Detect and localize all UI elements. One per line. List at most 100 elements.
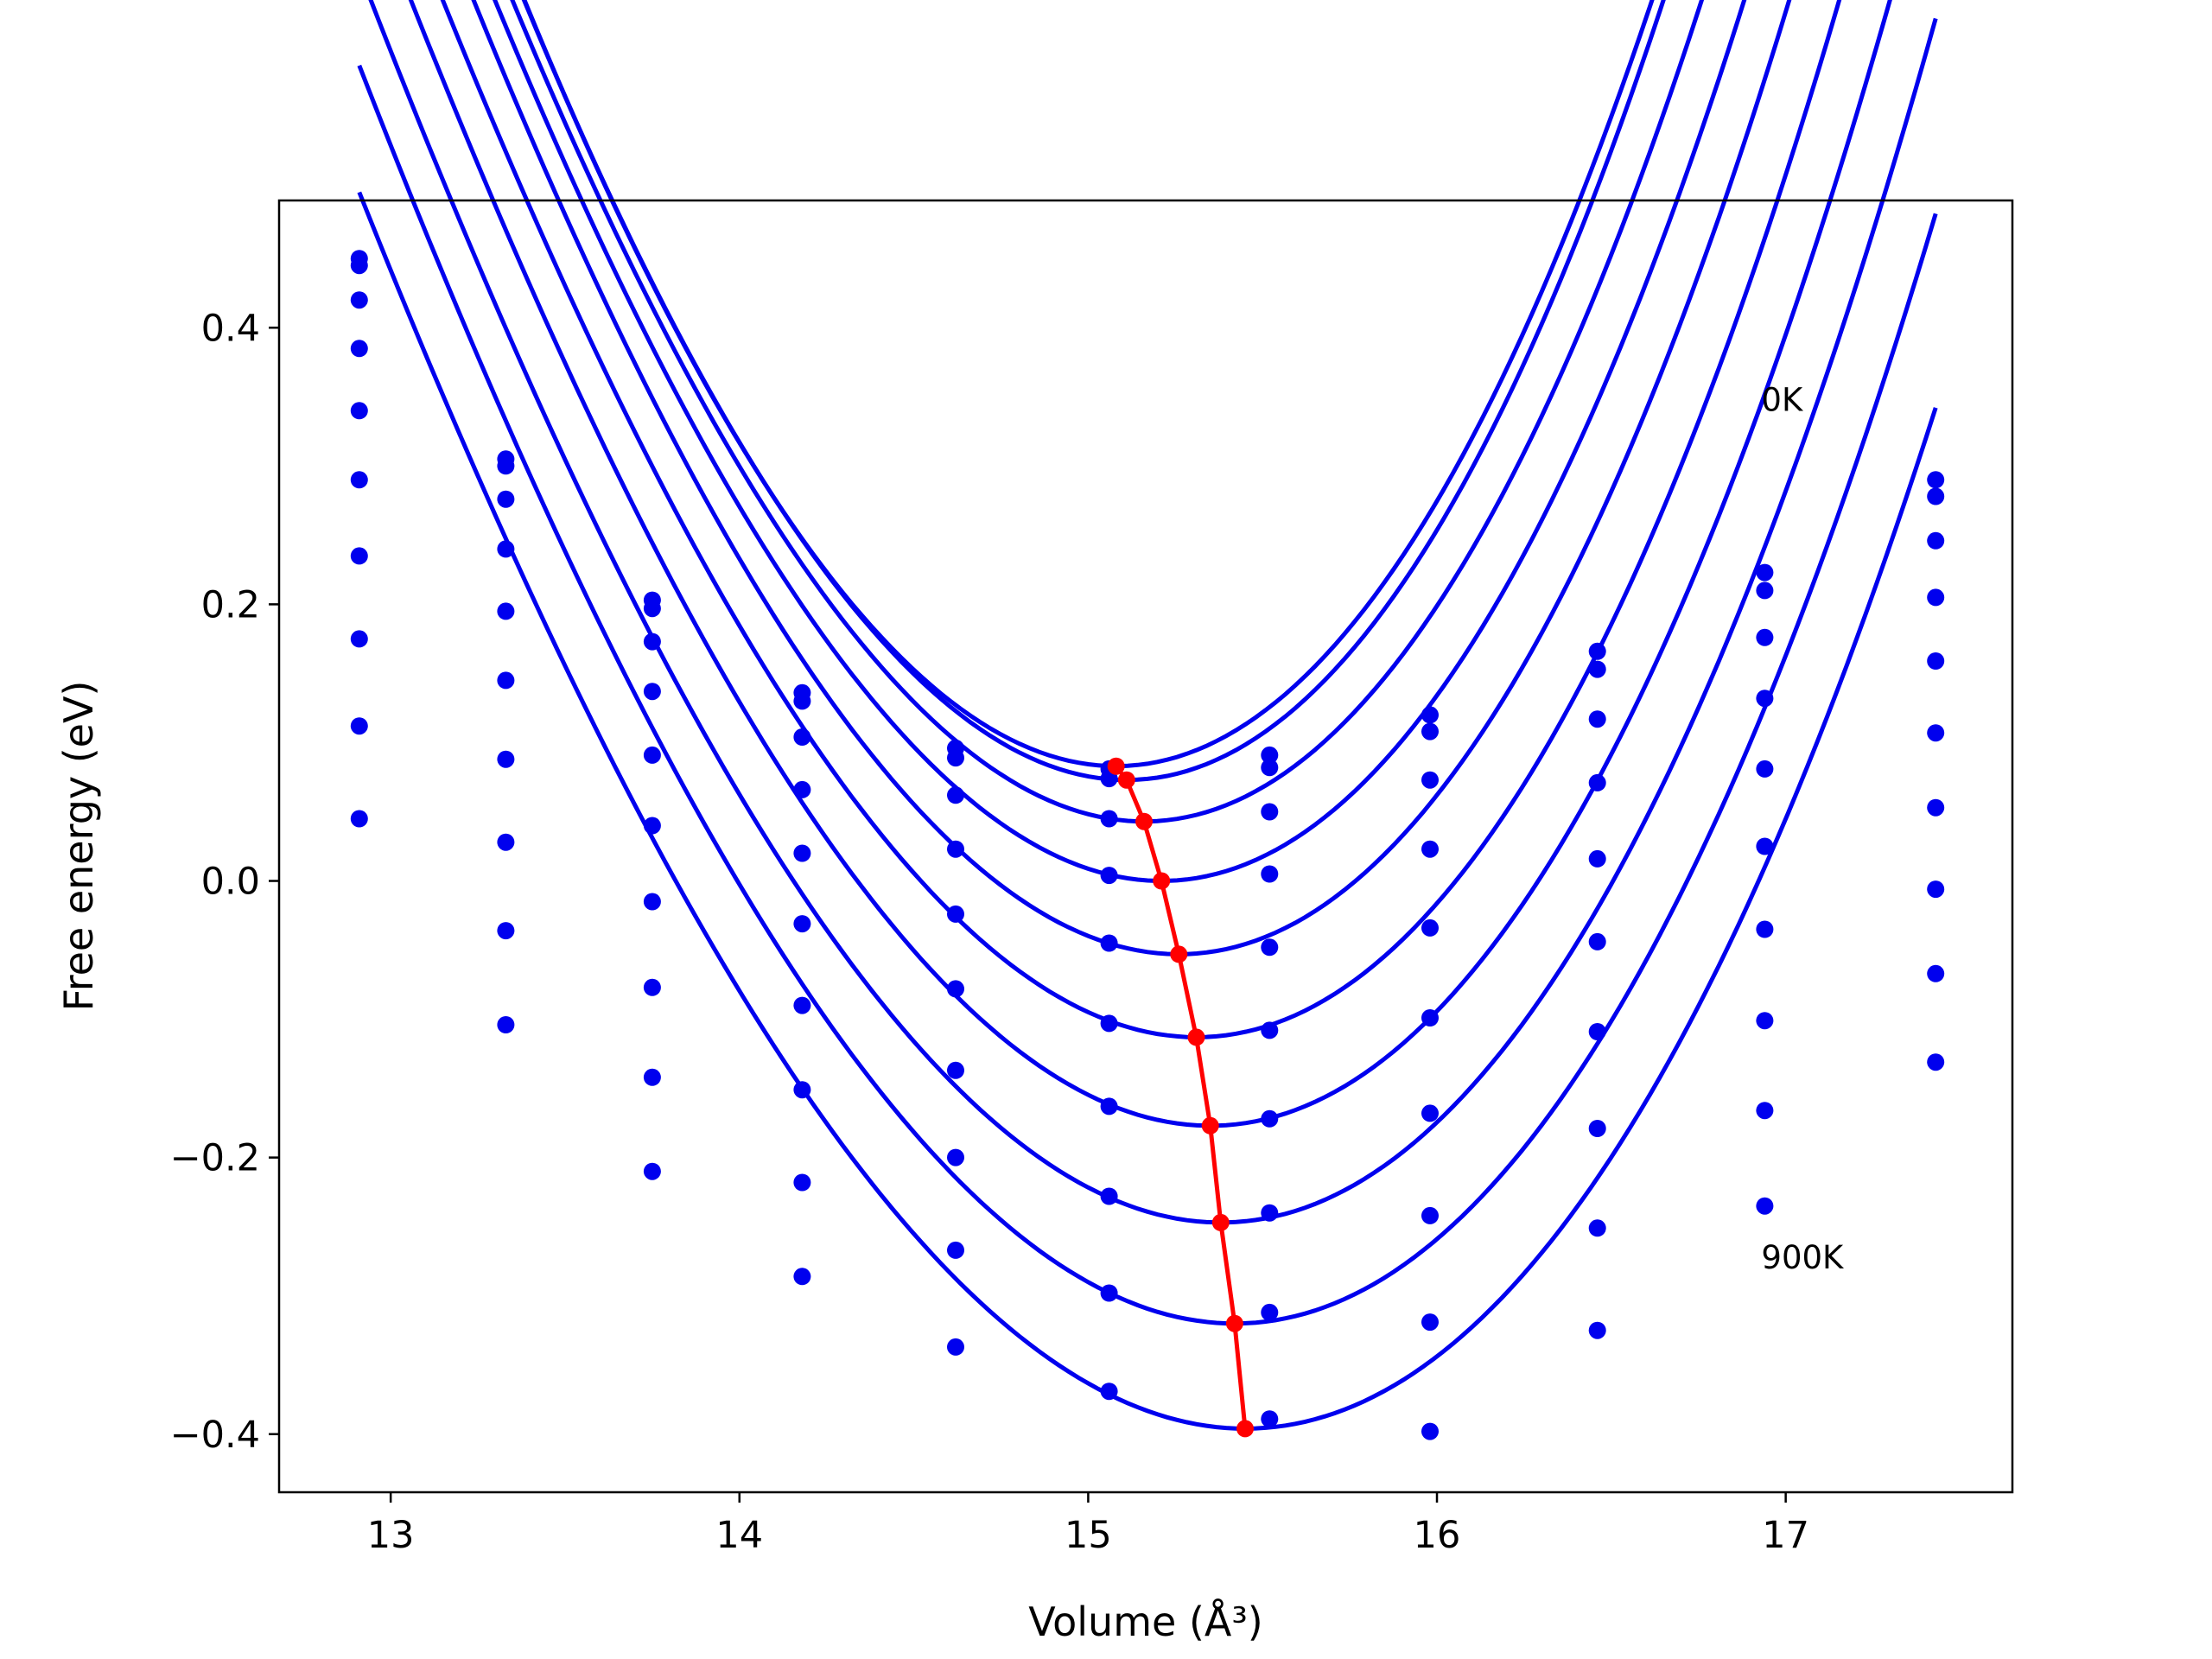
data-point-800K-5	[1100, 1284, 1118, 1302]
fit-curve-700K	[368, 0, 1938, 1225]
data-point-500K-2	[643, 817, 661, 835]
fit-curve-400K	[471, 0, 1792, 957]
data-point-300K-8	[1588, 773, 1606, 791]
data-point-600K-4	[947, 1061, 964, 1079]
annotation-0K: 0K	[1761, 381, 1804, 418]
data-point-100K-3	[793, 692, 811, 710]
data-point-500K-9	[1756, 837, 1774, 855]
data-point-700K-8	[1588, 1120, 1606, 1137]
data-point-900K-10	[1927, 1053, 1945, 1071]
data-point-300K-10	[1927, 588, 1945, 607]
data-point-900K-7	[1421, 1422, 1439, 1440]
minimum-point-9	[1236, 1420, 1254, 1438]
data-point-800K-6	[1261, 1303, 1279, 1321]
data-point-700K-2	[643, 978, 661, 996]
data-point-700K-3	[793, 1081, 811, 1099]
data-point-900K-8	[1588, 1321, 1606, 1339]
minimum-point-1	[1117, 771, 1135, 789]
data-point-100K-8	[1588, 660, 1606, 678]
data-point-0K-10	[1927, 471, 1945, 489]
minima-path	[1107, 757, 1254, 1438]
fit-curve-600K	[408, 0, 1892, 1128]
data-point-700K-6	[1261, 1204, 1279, 1222]
data-point-900K-2	[643, 1162, 661, 1180]
minimum-point-4	[1170, 945, 1188, 963]
data-point-300K-3	[793, 780, 811, 798]
x-tick-label-16: 16	[1414, 1514, 1461, 1557]
data-point-600K-10	[1927, 798, 1945, 817]
data-point-100K-6	[1261, 759, 1279, 777]
data-point-400K-2	[643, 746, 661, 764]
data-point-800K-7	[1421, 1313, 1439, 1332]
data-point-200K-10	[1927, 531, 1945, 550]
data-point-300K-1	[497, 540, 515, 558]
data-point-600K-9	[1756, 920, 1774, 938]
annotation-900K: 900K	[1761, 1239, 1845, 1276]
data-point-900K-4	[947, 1338, 964, 1356]
data-point-0K-6	[1261, 746, 1279, 764]
minimum-point-2	[1135, 812, 1153, 830]
data-point-800K-4	[947, 1241, 964, 1259]
data-point-600K-3	[793, 996, 811, 1014]
data-point-700K-9	[1756, 1012, 1774, 1030]
data-point-600K-1	[497, 750, 515, 768]
x-tick-label-13: 13	[367, 1514, 415, 1557]
x-axis-label: Volume (Å³)	[1028, 1599, 1263, 1645]
data-point-600K-5	[1100, 1097, 1118, 1116]
data-point-400K-10	[1927, 652, 1945, 670]
data-point-200K-3	[793, 728, 811, 746]
data-point-500K-3	[793, 915, 811, 933]
fit-curve-300K	[492, 0, 1747, 884]
data-point-500K-1	[497, 671, 515, 690]
y-tick-label-3: 0.2	[201, 583, 260, 626]
data-point-100K-1	[497, 457, 515, 475]
data-point-800K-2	[643, 1068, 661, 1086]
data-point-100K-9	[1756, 582, 1774, 600]
data-point-400K-4	[947, 905, 964, 923]
data-point-300K-9	[1756, 690, 1774, 708]
data-point-800K-9	[1756, 1102, 1774, 1120]
y-tick-label-0: −0.4	[170, 1414, 260, 1457]
minimum-point-8	[1225, 1314, 1243, 1332]
data-point-700K-0	[350, 630, 368, 648]
data-point-0K-9	[1756, 563, 1774, 582]
minimum-point-6	[1201, 1116, 1219, 1135]
data-point-700K-7	[1421, 1206, 1439, 1224]
data-point-200K-7	[1421, 771, 1439, 789]
data-point-200K-0	[350, 291, 368, 309]
data-point-400K-9	[1756, 760, 1774, 778]
data-point-300K-6	[1261, 865, 1279, 883]
fit-curve-500K	[440, 0, 1842, 1039]
minimum-point-0	[1107, 757, 1125, 775]
x-axis-ticks: 13 14 15 16 17	[367, 1492, 1809, 1557]
data-point-800K-0	[350, 717, 368, 735]
minimum-point-7	[1211, 1213, 1230, 1231]
data-point-700K-5	[1100, 1187, 1118, 1205]
x-tick-label-17: 17	[1762, 1514, 1809, 1557]
data-point-600K-8	[1588, 1023, 1606, 1040]
data-point-500K-10	[1927, 724, 1945, 742]
data-point-500K-6	[1261, 1021, 1279, 1039]
data-points	[350, 250, 1945, 1440]
data-point-600K-2	[643, 893, 661, 911]
data-point-200K-6	[1261, 803, 1279, 821]
annotations: 0K 900K	[1761, 381, 1845, 1275]
data-point-100K-4	[947, 749, 964, 767]
y-tick-label-1: −0.2	[170, 1137, 260, 1180]
data-point-400K-8	[1588, 849, 1606, 868]
data-point-400K-3	[793, 844, 811, 862]
data-point-100K-7	[1421, 722, 1439, 741]
data-point-600K-0	[350, 547, 368, 565]
data-point-200K-2	[643, 632, 661, 651]
data-point-400K-0	[350, 402, 368, 420]
data-point-900K-0	[350, 810, 368, 828]
data-point-200K-8	[1588, 710, 1606, 728]
y-tick-label-4: 0.4	[201, 307, 260, 350]
data-point-400K-7	[1421, 918, 1439, 937]
data-point-200K-9	[1756, 628, 1774, 646]
data-point-100K-10	[1927, 487, 1945, 505]
minima-line	[1114, 765, 1248, 1429]
data-point-300K-2	[643, 683, 661, 701]
data-point-700K-1	[497, 833, 515, 851]
data-point-300K-7	[1421, 840, 1439, 858]
